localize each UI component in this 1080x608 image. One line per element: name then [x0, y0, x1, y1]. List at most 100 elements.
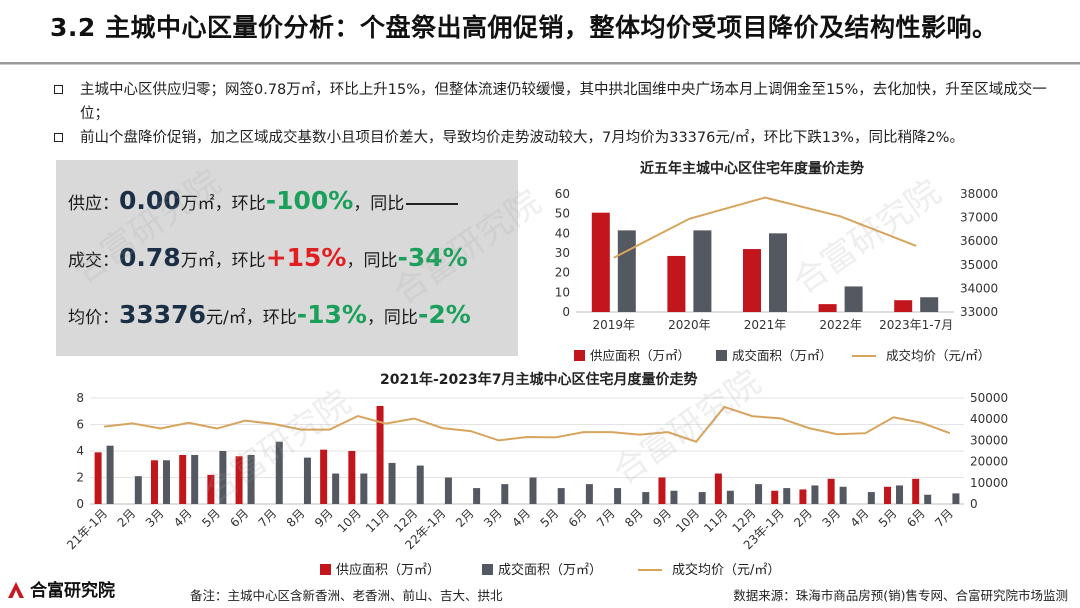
bar-deal: [839, 486, 847, 504]
stat-supply: 供应：0.00万㎡，环比-100%，同比: [68, 186, 459, 215]
bullet-text: 主城中心区供应归零；网签0.78万㎡，环比上升15%，但整体流速仍较缓慢，其中拱…: [80, 82, 1047, 122]
x-tick-label: 5月: [876, 506, 900, 530]
bar-deal: [388, 462, 396, 504]
bar-deal: [473, 488, 481, 504]
stat-value: 0.00: [119, 186, 181, 215]
y-left-tick-label: 0: [76, 497, 84, 511]
x-tick-label: 9月: [312, 506, 336, 530]
bar-deal: [162, 460, 170, 504]
legend-swatch: [716, 350, 727, 361]
x-tick-label: 2020年: [668, 318, 711, 332]
x-tick-label: 9月: [650, 506, 674, 530]
bar-deal: [614, 488, 622, 504]
bar-supply: [591, 212, 610, 312]
legend-label: 成交均价（元/㎡）: [672, 562, 780, 578]
x-tick-label: 5月: [199, 506, 223, 530]
bar-supply: [771, 490, 779, 504]
stat-mom-label: ，环比: [214, 251, 266, 271]
bar-deal: [557, 488, 565, 504]
x-tick-label: 10月: [673, 506, 702, 535]
bar-supply: [320, 449, 328, 504]
y-left-tick-label: 4: [76, 444, 84, 458]
y-right-tick-label: 34000: [960, 281, 998, 295]
stat-yoy-label: ，同比: [346, 251, 398, 271]
checkbox-square-icon: [54, 85, 63, 94]
bar-deal: [360, 473, 368, 504]
y-left-tick-label: 50: [555, 207, 570, 221]
stats-panel: 供应：0.00万㎡，环比-100%，同比 成交：0.78万㎡，环比+15%，同比…: [56, 160, 518, 356]
monthly-chart-title: 2021年-2023年7月主城中心区住宅月度量价走势: [380, 372, 698, 388]
x-tick-label: 2019年: [593, 318, 636, 332]
bar-deal: [247, 454, 255, 504]
footer-source: 数据来源：珠海市商品房预(销)售专网、合富研究院市场监测: [733, 588, 1068, 603]
bar-deal: [920, 297, 939, 312]
bar-deal: [134, 476, 142, 504]
bar-deal: [642, 492, 650, 504]
stat-mom: -13%: [296, 300, 367, 329]
x-tick-label: 6月: [904, 506, 928, 530]
stat-yoy-dash: [406, 203, 459, 205]
x-tick-label: 4月: [509, 506, 533, 530]
stat-value: 0.78: [119, 243, 181, 272]
bar-supply: [912, 478, 920, 504]
x-tick-label: 3月: [819, 506, 843, 530]
bar-supply: [667, 255, 686, 312]
price-line: [613, 196, 917, 259]
x-tick-label: 7月: [932, 506, 956, 530]
x-tick-label: 7月: [594, 506, 618, 530]
stat-mom-label: ，环比: [245, 308, 297, 328]
checkbox-square-icon: [54, 133, 63, 142]
legend-label: 成交均价（元/㎡）: [886, 348, 990, 363]
bar-deal: [783, 488, 791, 504]
y-right-tick-label: 10000: [970, 476, 1008, 490]
bar-supply: [894, 300, 913, 312]
annual-chart: 0 10 20 30 40 50 60 33000 34000 35000 36000 37000 38…: [555, 187, 998, 363]
bar-deal: [444, 477, 452, 504]
bar-deal: [755, 484, 763, 504]
bar-supply: [714, 473, 722, 504]
x-tick-label: 2月: [453, 506, 477, 530]
stat-unit: 元/㎡: [205, 308, 246, 328]
bullet-list: 主城中心区供应归零；网签0.78万㎡，环比上升15%，但整体流速仍较缓慢，其中拱…: [54, 78, 1064, 150]
bar-deal: [670, 490, 678, 504]
x-tick-label: 2021年: [744, 318, 787, 332]
stat-mom: -100%: [265, 186, 354, 215]
stat-value: 33376: [119, 300, 206, 329]
bar-deal: [585, 484, 593, 504]
bar-supply: [743, 249, 761, 312]
bar-supply: [884, 486, 892, 504]
bar-supply: [658, 477, 666, 504]
x-tick-label: 11月: [701, 506, 730, 535]
y-left-tick-label: 60: [555, 187, 570, 201]
legend-label: 供应面积（万㎡）: [336, 562, 440, 578]
footer-note: 备注：主城中心区含新香洲、老香洲、前山、吉大、拱北: [190, 588, 503, 603]
y-right-tick-label: 36000: [960, 234, 998, 248]
y-left-tick-label: 10: [555, 285, 570, 299]
page-title: 3.2 主城中心区量价分析：个盘祭出高佣促销，整体均价受项目降价及结构性影响。: [50, 13, 998, 42]
x-tick-label: 2月: [115, 506, 139, 530]
bar-supply: [94, 452, 102, 504]
price-line: [103, 405, 951, 443]
x-tick-label: 3月: [143, 506, 167, 530]
title-divider: [0, 62, 1080, 64]
y-left-tick-label: 0: [562, 305, 570, 319]
legend-swatch: [574, 350, 585, 361]
bar-deal: [952, 493, 960, 504]
annual-chart-title: 近五年主城中心区住宅年度量价走势: [640, 161, 864, 177]
x-tick-label: 4月: [848, 506, 872, 530]
bar-deal: [191, 454, 199, 504]
y-right-tick-label: 30000: [970, 433, 1008, 447]
x-tick-label: 2月: [791, 506, 815, 530]
y-right-tick-label: 38000: [960, 187, 998, 201]
y-left-tick-label: 30: [555, 246, 570, 260]
y-right-tick-label: 35000: [960, 258, 998, 272]
stat-unit: 万㎡: [180, 194, 215, 214]
stat-label: 供应：: [68, 194, 119, 214]
stat-mom: +15%: [265, 243, 347, 272]
stat-mom-label: ，环比: [214, 194, 266, 214]
stat-yoy: -2%: [417, 300, 471, 329]
x-tick-label: 2023年1-7月: [879, 318, 953, 332]
stat-yoy-label: ，同比: [366, 308, 418, 328]
stat-label: 均价：: [68, 308, 119, 328]
